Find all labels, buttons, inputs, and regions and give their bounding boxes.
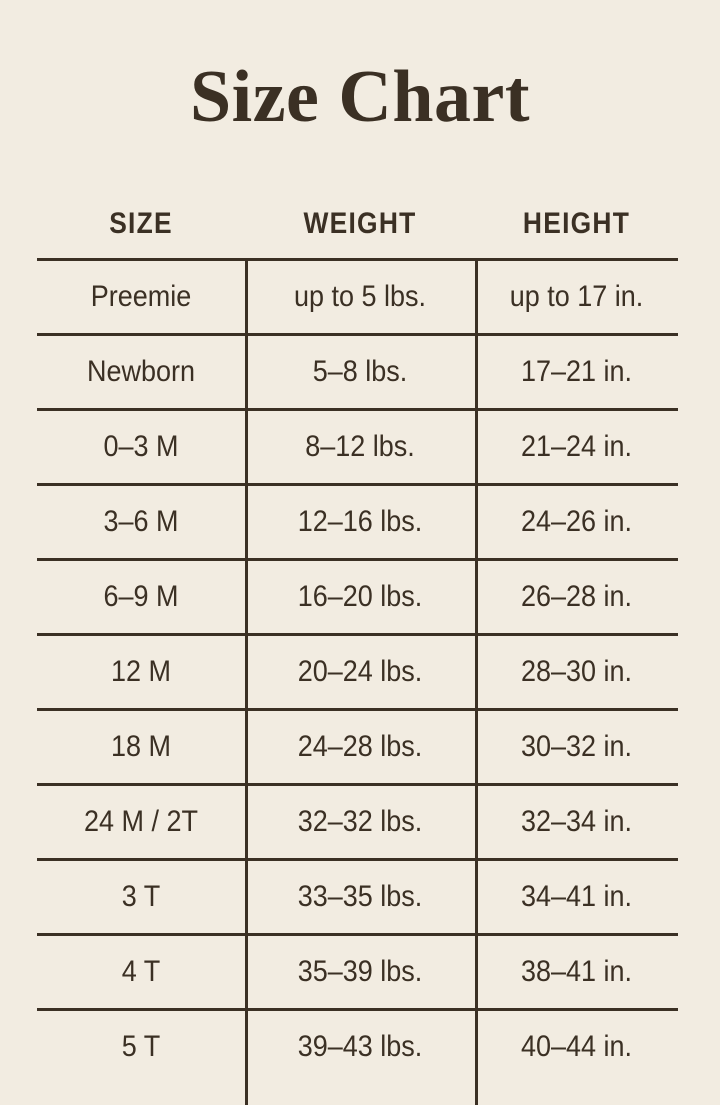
cell-size: 24 M / 2T <box>83 805 199 838</box>
table-row: 0–3 M 8–12 lbs. 21–24 in. <box>37 408 678 483</box>
cell-size: 3 T <box>121 880 161 913</box>
cell-height: up to 17 in. <box>509 280 644 313</box>
cell-size: 4 T <box>121 955 161 988</box>
size-chart-page: Size Chart SIZE WEIGHT HEIGHT Preemie up … <box>37 56 678 1105</box>
cell-height: 17–21 in. <box>520 355 633 388</box>
cell-size: 6–9 M <box>103 580 179 613</box>
cell-size: 3–6 M <box>103 505 179 538</box>
table-row: 12 M 20–24 lbs. 28–30 in. <box>37 633 678 708</box>
cell-size: 12 M <box>110 655 172 688</box>
cell-weight: 32–32 lbs. <box>297 805 423 838</box>
cell-weight: 8–12 lbs. <box>305 430 415 463</box>
cell-weight: 16–20 lbs. <box>297 580 423 613</box>
table-body: Preemie up to 5 lbs. up to 17 in. Newborn 5–… <box>37 258 678 1105</box>
cell-weight: 39–43 lbs. <box>297 1030 423 1063</box>
cell-weight: 5–8 lbs. <box>312 355 408 388</box>
cell-weight: 35–39 lbs. <box>297 955 423 988</box>
table-row: 3 T 33–35 lbs. 34–41 in. <box>37 858 678 933</box>
table-row: Newborn 5–8 lbs. 17–21 in. <box>37 333 678 408</box>
cell-size: Newborn <box>86 355 196 388</box>
cell-weight: 20–24 lbs. <box>297 655 423 688</box>
column-header-height: HEIGHT <box>522 207 631 240</box>
size-chart-table: SIZE WEIGHT HEIGHT Preemie up to 5 lbs. up… <box>37 190 678 1105</box>
cell-height: 30–32 in. <box>520 730 633 763</box>
cell-height: 21–24 in. <box>520 430 633 463</box>
cell-weight: 33–35 lbs. <box>297 880 423 913</box>
cell-height: 40–44 in. <box>520 1030 633 1063</box>
column-header-size: SIZE <box>109 207 173 240</box>
table-row: 24 M / 2T 32–32 lbs. 32–34 in. <box>37 783 678 858</box>
column-divider-2 <box>475 258 478 1105</box>
cell-size: 5 T <box>121 1030 161 1063</box>
cell-size: Preemie <box>90 280 192 313</box>
cell-size: 18 M <box>110 730 172 763</box>
table-row: 18 M 24–28 lbs. 30–32 in. <box>37 708 678 783</box>
cell-height: 32–34 in. <box>520 805 633 838</box>
table-row: Preemie up to 5 lbs. up to 17 in. <box>37 258 678 333</box>
cell-weight: 24–28 lbs. <box>297 730 423 763</box>
column-divider-1 <box>245 258 248 1105</box>
cell-height: 38–41 in. <box>520 955 633 988</box>
cell-height: 28–30 in. <box>520 655 633 688</box>
cell-weight: 12–16 lbs. <box>297 505 423 538</box>
cell-height: 26–28 in. <box>520 580 633 613</box>
table-header-row: SIZE WEIGHT HEIGHT <box>37 190 678 258</box>
table-row: 3–6 M 12–16 lbs. 24–26 in. <box>37 483 678 558</box>
column-header-weight: WEIGHT <box>303 207 417 240</box>
cell-size: 0–3 M <box>103 430 179 463</box>
cell-height: 24–26 in. <box>520 505 633 538</box>
table-row: 5 T 39–43 lbs. 40–44 in. <box>37 1008 678 1083</box>
table-row: 4 T 35–39 lbs. 38–41 in. <box>37 933 678 1008</box>
cell-height: 34–41 in. <box>520 880 633 913</box>
page-title: Size Chart <box>190 56 530 138</box>
table-row: 6–9 M 16–20 lbs. 26–28 in. <box>37 558 678 633</box>
cell-weight: up to 5 lbs. <box>293 280 427 313</box>
